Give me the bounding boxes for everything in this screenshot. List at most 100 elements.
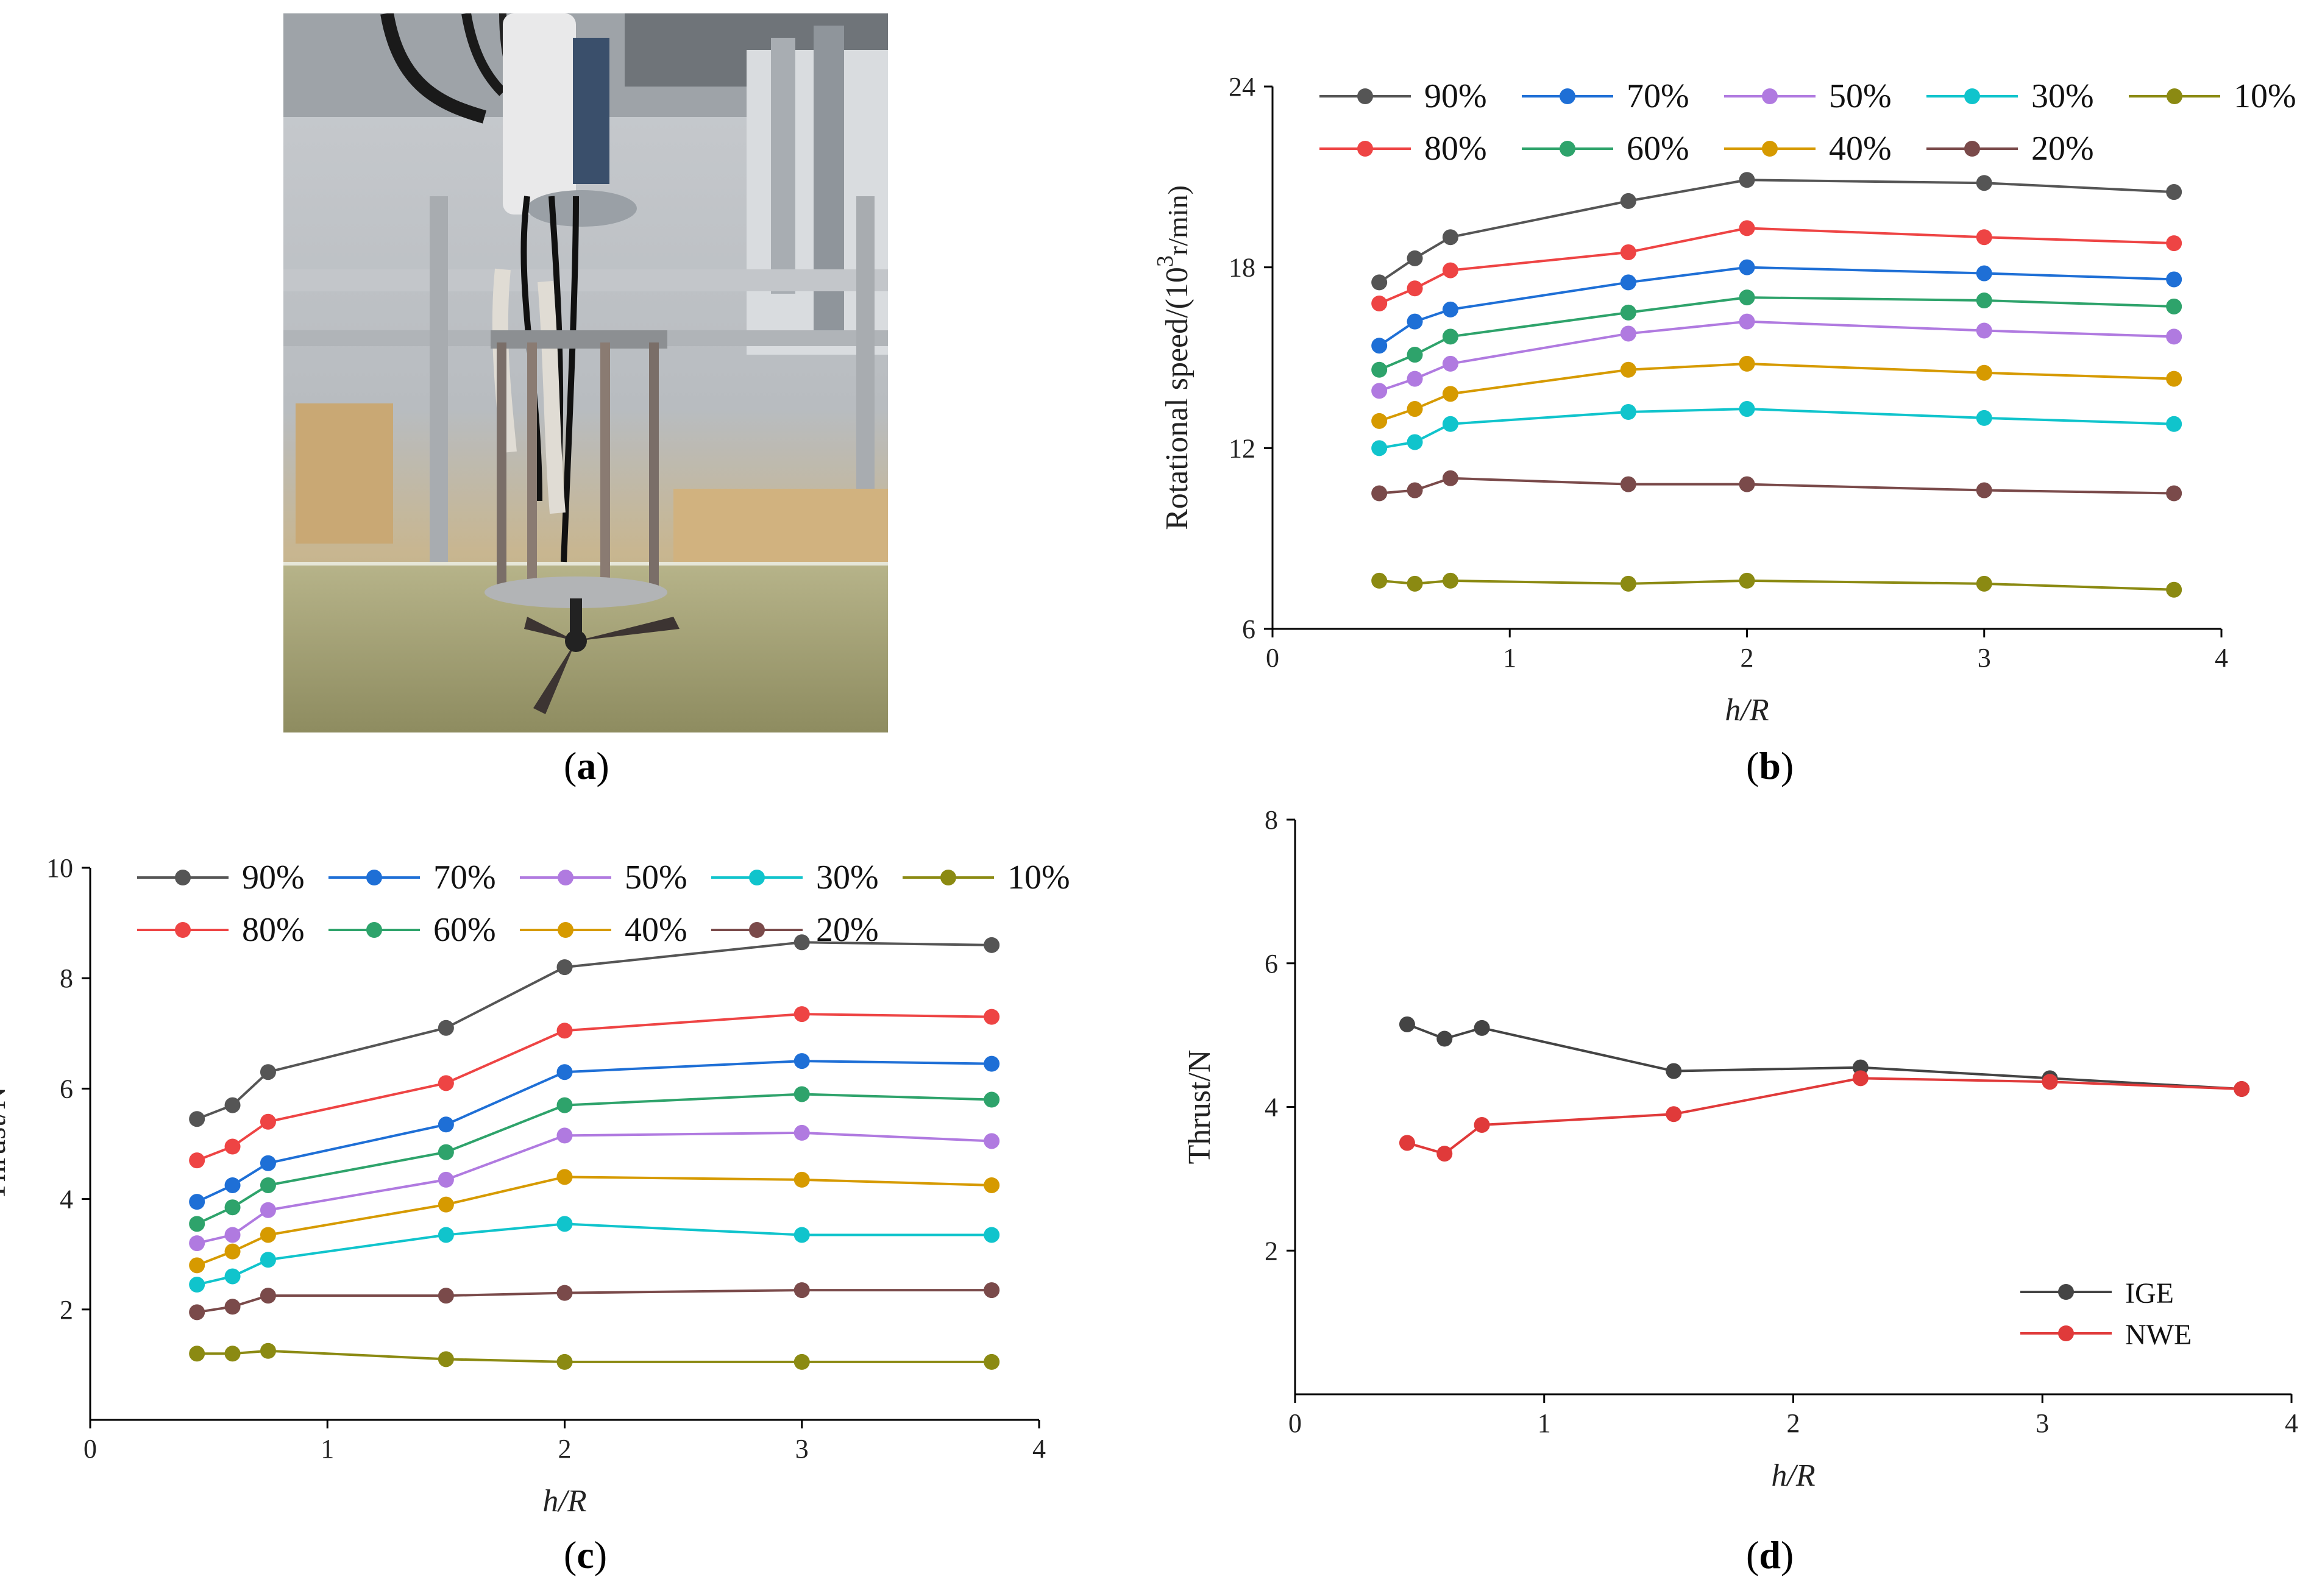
legend-swatch-marker — [1357, 88, 1373, 104]
data-point — [1407, 371, 1423, 387]
data-point — [793, 1053, 810, 1069]
data-point — [2042, 1074, 2058, 1090]
legend-swatch-marker — [2167, 88, 2182, 104]
data-point — [260, 1155, 276, 1171]
y-axis-label: Thrust/N — [1182, 1050, 1217, 1165]
data-point — [556, 959, 573, 976]
data-point — [556, 1097, 573, 1113]
data-point — [793, 1124, 810, 1141]
data-point — [984, 1177, 1000, 1193]
data-point — [556, 1285, 573, 1301]
data-point — [556, 1064, 573, 1080]
data-point — [1371, 296, 1388, 311]
data-point — [438, 1288, 454, 1304]
data-point — [1739, 476, 1755, 492]
data-point — [1371, 361, 1388, 378]
x-tick-label: 3 — [2036, 1408, 2049, 1438]
y-tick-label: 12 — [1229, 433, 1255, 463]
legend-label: NWE — [2125, 1319, 2192, 1351]
y-tick-label: 2 — [1265, 1236, 1278, 1266]
y-tick-label: 4 — [1265, 1093, 1278, 1123]
legend-label: 60% — [433, 911, 496, 949]
data-point — [1620, 274, 1636, 291]
data-point — [984, 937, 1000, 953]
data-point — [189, 1257, 205, 1274]
data-point — [1739, 259, 1755, 275]
legend-swatch-marker — [749, 870, 765, 885]
data-point — [1442, 301, 1458, 317]
data-point — [1976, 364, 1992, 381]
x-tick-label: 2 — [1741, 643, 1754, 673]
legend-label: 90% — [1424, 77, 1487, 115]
data-point — [793, 1282, 810, 1299]
data-point — [556, 1353, 573, 1370]
data-point — [1976, 229, 1992, 246]
data-point — [1976, 322, 1992, 339]
x-tick-label: 2 — [558, 1434, 572, 1464]
data-point — [224, 1227, 241, 1243]
x-axis-label: h/R — [1725, 693, 1769, 728]
data-point — [1620, 193, 1636, 209]
data-point — [556, 1127, 573, 1144]
data-point — [1371, 383, 1388, 399]
panel-label-c: (c) — [564, 1533, 608, 1576]
data-point — [1407, 482, 1423, 498]
legend-label: 80% — [242, 911, 305, 949]
data-point — [1620, 575, 1636, 592]
legend-label: 10% — [1007, 859, 1070, 896]
x-tick-label: 1 — [321, 1434, 334, 1464]
x-tick-label: 0 — [1288, 1408, 1302, 1438]
data-point — [1371, 413, 1388, 429]
data-point — [260, 1064, 276, 1080]
data-point — [1442, 572, 1458, 589]
y-tick-label: 18 — [1229, 253, 1255, 283]
data-point — [260, 1227, 276, 1243]
data-point — [2166, 371, 2182, 387]
data-point — [1442, 470, 1458, 486]
series-line-ige — [1407, 1023, 2242, 1091]
data-point — [260, 1177, 276, 1193]
data-point — [1739, 289, 1755, 306]
legend-label: 40% — [625, 911, 687, 949]
y-tick-label: 6 — [1242, 614, 1255, 644]
data-point — [224, 1346, 241, 1362]
data-point — [438, 1075, 454, 1091]
chart-c-thrust: 0 1 2 3 4 2 4 6 8 10 h/R Thrust/N 90% 70% 50% 30% 10% 80%… — [0, 853, 1070, 1519]
data-point — [793, 1227, 810, 1243]
data-point — [2166, 298, 2182, 314]
legend-swatch-marker — [1560, 141, 1575, 157]
y-tick-label: 8 — [60, 963, 73, 993]
y-tick-label: 6 — [60, 1074, 73, 1104]
data-point — [1739, 313, 1755, 330]
photo-panel — [283, 12, 888, 732]
x-tick-label: 3 — [795, 1434, 809, 1464]
data-point — [2166, 271, 2182, 288]
data-point — [224, 1243, 241, 1260]
legend-label: 70% — [1627, 77, 1689, 115]
data-point — [1407, 401, 1423, 417]
x-tick-label: 1 — [1538, 1408, 1551, 1438]
data-point — [1407, 250, 1423, 266]
legend-swatch-marker — [1762, 141, 1778, 157]
data-point — [2166, 581, 2182, 598]
data-point — [1407, 313, 1423, 330]
legend-label: 50% — [625, 859, 687, 896]
data-point — [438, 1227, 454, 1243]
data-point — [1739, 220, 1755, 236]
y-axis-label-suffix: r/min) — [1162, 185, 1193, 255]
data-point — [224, 1199, 241, 1216]
data-point — [1739, 401, 1755, 417]
legend-swatch-marker — [175, 870, 191, 885]
data-point — [189, 1216, 205, 1232]
legend-label: 40% — [1829, 130, 1892, 168]
legend-label: 20% — [816, 911, 879, 949]
data-point — [1407, 434, 1423, 450]
data-point — [1666, 1063, 1682, 1079]
y-axis-label-prefix: Rotational speed/(10 — [1160, 267, 1195, 530]
data-point — [1371, 440, 1388, 456]
data-point — [260, 1342, 276, 1359]
data-point — [1852, 1070, 1869, 1087]
series-line-10pct — [1379, 579, 2174, 591]
data-point — [2234, 1081, 2250, 1098]
